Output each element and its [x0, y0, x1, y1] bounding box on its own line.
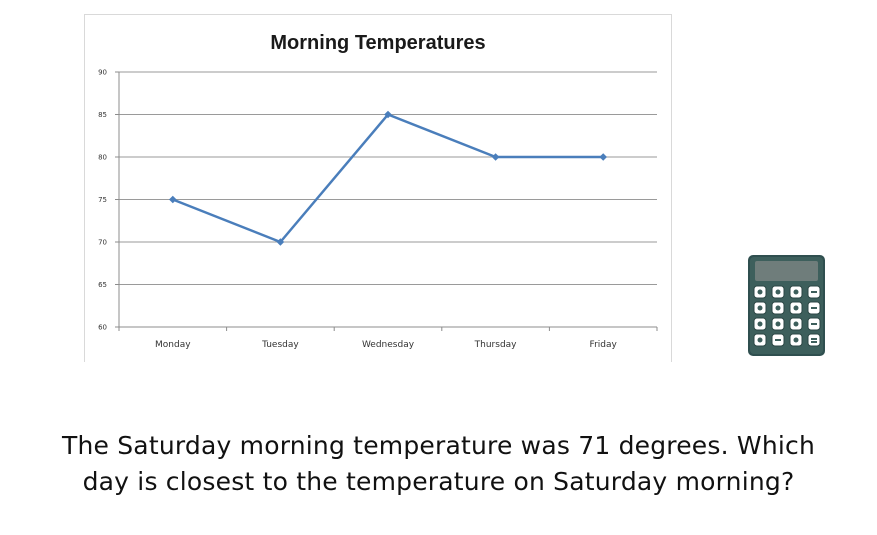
data-point-wednesday	[384, 110, 392, 119]
data-point-friday	[599, 153, 607, 161]
question-line-2: day is closest to the temperature on Sat…	[82, 467, 795, 496]
grid-layer	[119, 71, 657, 328]
x-tick-label: Wednesday	[362, 340, 415, 350]
x-tick-label: Thursday	[474, 340, 518, 350]
y-tick-label: 65	[98, 281, 107, 289]
y-tick-label: 75	[98, 196, 107, 204]
series-layer	[169, 110, 607, 246]
axis-layer: 60 65 70 75 80 85 90 Monday Tuesday Wednesday Thur…	[98, 69, 658, 350]
y-tick-label: 70	[98, 239, 107, 247]
x-tick-label: Monday	[155, 340, 191, 350]
line-chart: Morning Temperatures 60 65 70 75 80 85 90 Monda…	[98, 32, 658, 350]
y-tick-label: 60	[98, 324, 107, 332]
data-point-monday	[169, 195, 177, 204]
chart-frame: Morning Temperatures 60 65 70 75 80 85 90 Monda…	[84, 14, 672, 362]
y-tick-label: 85	[98, 111, 107, 119]
question-line-1: The Saturday morning temperature was 71 …	[62, 431, 815, 460]
y-tick-label: 80	[98, 154, 107, 162]
x-tick-label: Friday	[590, 340, 618, 350]
x-tick-label: Tuesday	[261, 340, 299, 350]
data-point-tuesday	[276, 238, 285, 246]
data-point-thursday	[491, 153, 500, 161]
series-line	[172, 113, 604, 244]
y-tick-label: 90	[98, 69, 107, 77]
chart-title: Morning Temperatures	[270, 32, 485, 54]
question-text: The Saturday morning temperature was 71 …	[0, 428, 877, 500]
calculator-icon	[748, 255, 825, 356]
